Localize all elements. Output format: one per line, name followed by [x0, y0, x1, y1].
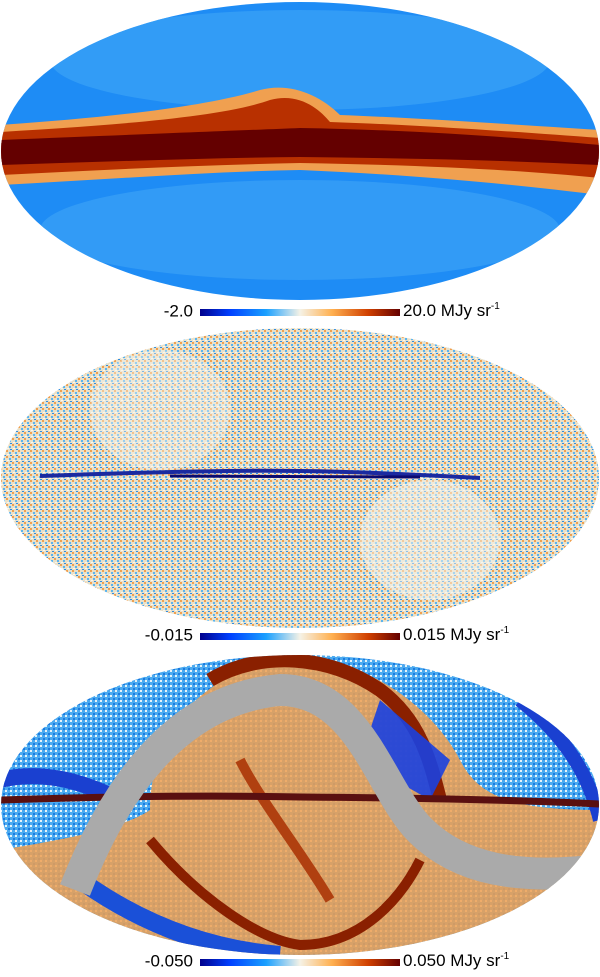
unit-exponent: -1 [491, 301, 500, 312]
colorbar [200, 309, 400, 316]
map-residual [1, 328, 599, 628]
colorbar [200, 959, 400, 966]
unit-exponent: -1 [500, 625, 509, 636]
unit: 0.015 MJy sr [403, 625, 501, 644]
colorbar-min: -0.015 [145, 625, 193, 644]
colorbar-max: 0.050 MJy sr-1 [403, 951, 510, 971]
unit: 20.0 MJy sr [403, 301, 491, 320]
colorbar [200, 633, 400, 640]
map-difference [1, 655, 599, 955]
colorbar-max: 20.0 MJy sr-1 [403, 301, 500, 321]
map-intensity [1, 2, 599, 300]
colorbar-min: -2.0 [164, 301, 193, 320]
colorbar-min: -0.050 [145, 951, 193, 970]
unit: 0.050 MJy sr [403, 951, 501, 970]
colorbar-max: 0.015 MJy sr-1 [403, 625, 510, 645]
unit-exponent: -1 [500, 951, 509, 962]
